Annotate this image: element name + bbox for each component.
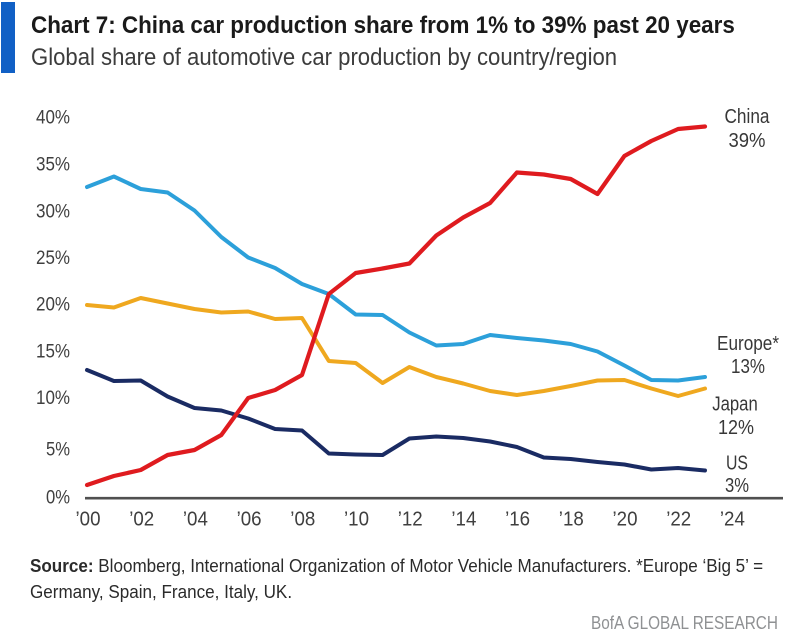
svg-text:39%: 39% <box>729 130 766 152</box>
svg-text:Japan: Japan <box>712 394 758 416</box>
svg-text:3%: 3% <box>725 475 749 497</box>
svg-text:’12: ’12 <box>398 509 423 531</box>
svg-text:15%: 15% <box>36 341 70 363</box>
svg-text:’14: ’14 <box>451 509 476 531</box>
svg-text:35%: 35% <box>36 154 70 176</box>
svg-text:’06: ’06 <box>237 509 262 531</box>
svg-text:US: US <box>726 453 748 475</box>
svg-text:’20: ’20 <box>613 509 638 531</box>
svg-text:’00: ’00 <box>76 509 101 531</box>
svg-text:20%: 20% <box>36 294 70 316</box>
svg-text:13%: 13% <box>731 356 765 378</box>
svg-text:’16: ’16 <box>505 509 530 531</box>
svg-text:China: China <box>725 106 771 128</box>
svg-text:’08: ’08 <box>290 509 315 531</box>
svg-text:’10: ’10 <box>344 509 369 531</box>
svg-text:30%: 30% <box>36 201 70 223</box>
svg-text:’04: ’04 <box>183 509 208 531</box>
svg-text:’02: ’02 <box>129 509 154 531</box>
svg-text:’22: ’22 <box>666 509 691 531</box>
svg-text:25%: 25% <box>36 247 70 269</box>
svg-text:5%: 5% <box>46 439 70 461</box>
svg-text:12%: 12% <box>718 417 754 439</box>
svg-text:40%: 40% <box>36 107 70 129</box>
svg-text:10%: 10% <box>36 387 70 409</box>
svg-text:’24: ’24 <box>720 509 745 531</box>
svg-text:Europe*: Europe* <box>717 333 779 355</box>
svg-text:0%: 0% <box>46 487 70 509</box>
svg-text:’18: ’18 <box>559 509 584 531</box>
